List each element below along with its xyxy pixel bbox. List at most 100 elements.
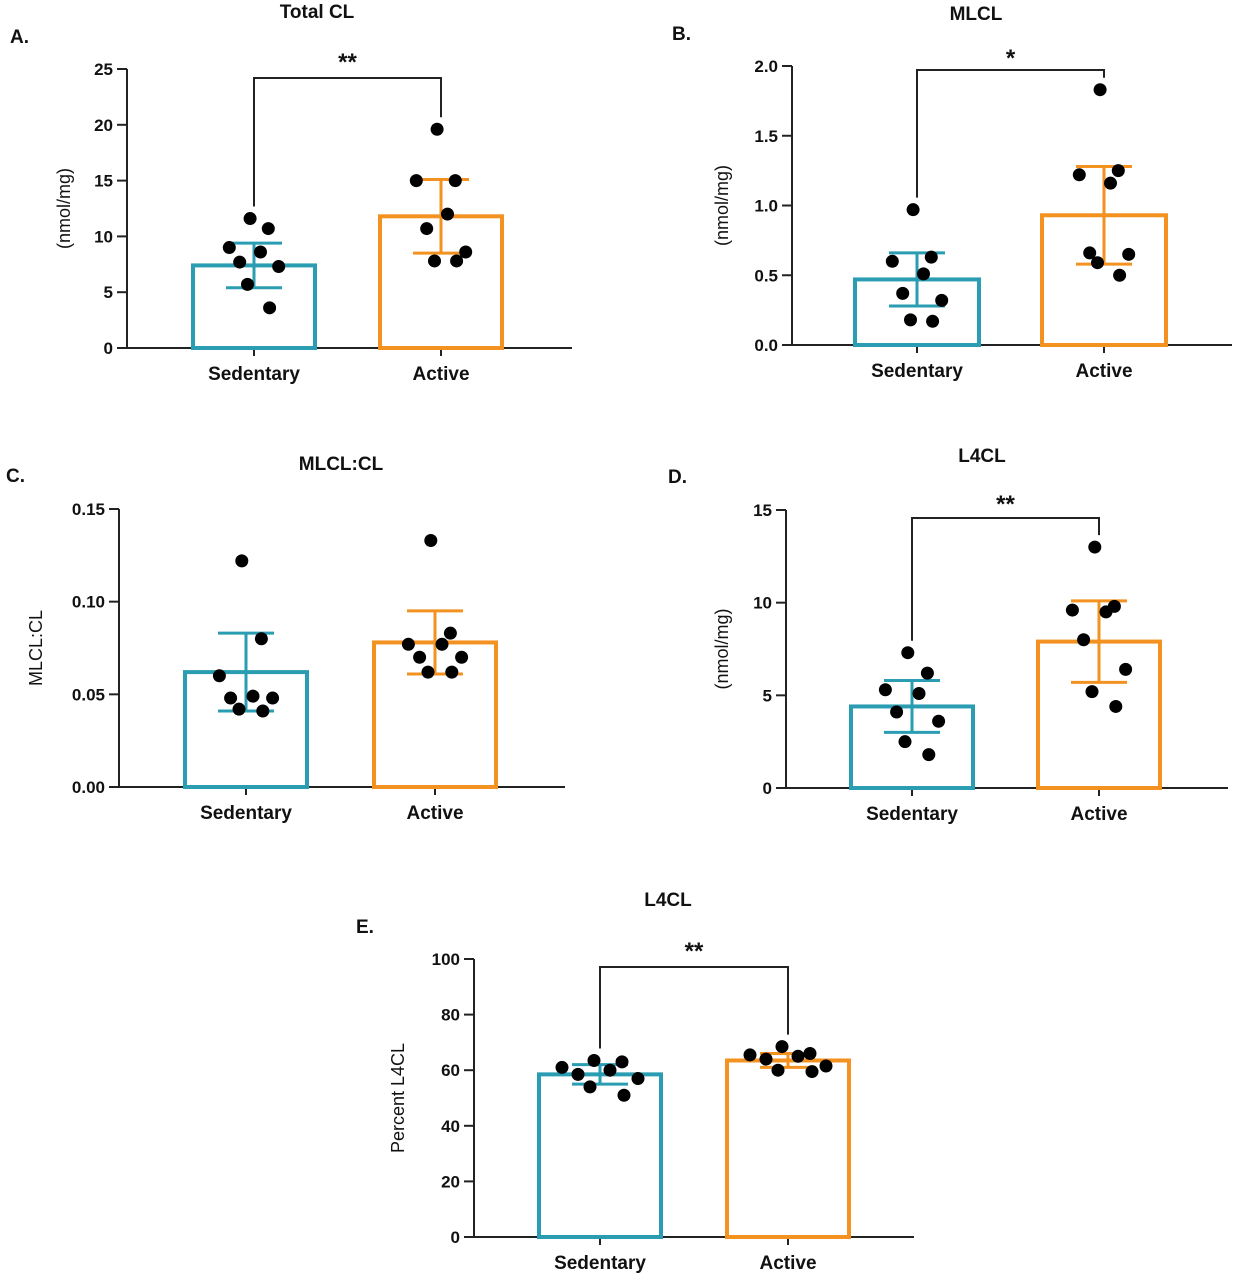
data-point-sedentary [263, 301, 277, 315]
data-point-active [450, 254, 464, 268]
significance-bracket [599, 966, 789, 1049]
x-tick-label: Active [412, 364, 469, 385]
data-point-active [401, 637, 415, 651]
data-point-active [1083, 246, 1097, 260]
x-tick-label: Active [1070, 804, 1127, 825]
data-point-active [1065, 603, 1079, 617]
data-point-sedentary [901, 646, 915, 660]
data-point-active [409, 174, 423, 188]
x-tick-label: Sedentary [208, 364, 300, 385]
data-point-sedentary [926, 314, 940, 328]
x-tick-label: Active [406, 803, 463, 824]
significance-label: ** [685, 938, 704, 965]
y-tick-label: 0 [451, 1228, 460, 1247]
y-tick-label: 0.5 [754, 266, 778, 285]
data-point-sedentary [587, 1053, 601, 1067]
data-point-active [424, 534, 438, 548]
chart-title: L4CL [958, 446, 1006, 467]
data-point-active [1099, 605, 1113, 619]
y-tick-label: 100 [432, 950, 460, 969]
panel-letter: D. [668, 467, 687, 488]
data-point-active [1077, 633, 1091, 647]
data-point-sedentary [603, 1063, 617, 1077]
data-point-active [420, 222, 434, 236]
data-point-sedentary [261, 222, 275, 236]
chart-title: MLCL [950, 4, 1003, 25]
data-point-active [435, 637, 449, 651]
data-point-active [819, 1059, 833, 1073]
data-point-sedentary [224, 691, 238, 705]
data-point-sedentary [254, 632, 268, 646]
data-point-active [455, 650, 469, 664]
y-tick-label: 40 [441, 1117, 460, 1136]
y-tick-label: 0.10 [72, 593, 105, 612]
data-point-active [421, 665, 435, 679]
significance-label: ** [338, 49, 357, 76]
bar-sedentary [537, 1072, 663, 1239]
data-point-active [791, 1049, 805, 1063]
data-point-active [1122, 247, 1136, 261]
data-point-sedentary [885, 254, 899, 268]
significance-label: * [1006, 45, 1016, 72]
data-point-sedentary [233, 255, 247, 269]
data-point-active [805, 1065, 819, 1079]
data-point-sedentary [555, 1060, 569, 1074]
y-tick-label: 80 [441, 1006, 460, 1025]
significance-label: ** [996, 491, 1015, 518]
y-tick-label: 0.0 [754, 336, 778, 355]
data-point-sedentary [583, 1080, 597, 1094]
data-point-active [743, 1048, 757, 1062]
panel-letter: E. [356, 917, 374, 938]
data-point-active [1093, 83, 1107, 97]
x-tick-label: Sedentary [871, 361, 963, 382]
data-point-active [445, 665, 459, 679]
y-tick-label: 20 [94, 116, 113, 135]
y-axis-label: (nmol/mg) [712, 165, 732, 246]
x-tick-label: Sedentary [866, 804, 958, 825]
y-tick-label: 60 [441, 1061, 460, 1080]
data-point-sedentary [922, 748, 936, 762]
data-point-sedentary [243, 212, 257, 226]
data-point-active [771, 1063, 785, 1077]
y-axis-label: (nmol/mg) [54, 168, 74, 249]
data-point-active [428, 254, 441, 268]
panel-letter: A. [10, 27, 29, 48]
data-point-active [413, 650, 427, 664]
data-point-sedentary [241, 277, 254, 291]
y-tick-label: 20 [441, 1172, 460, 1191]
data-point-sedentary [212, 669, 226, 683]
data-point-sedentary [254, 245, 267, 259]
y-tick-label: 5 [104, 283, 113, 302]
panel-e-percent-l4cl: L4CL E. Percent L4CL 0 20 40 60 80 100 Sedentary A… [356, 890, 914, 1274]
x-tick-label: Sedentary [554, 1253, 646, 1274]
data-point-sedentary [615, 1055, 629, 1069]
data-point-sedentary [935, 293, 949, 307]
y-tick-label: 10 [753, 594, 772, 613]
y-tick-label: 0 [763, 779, 772, 798]
y-tick-label: 5 [763, 686, 772, 705]
panel-a-total-cl: Total CL A. (nmol/mg) 0 5 10 15 20 25 Sedentary Ac… [10, 2, 572, 385]
data-point-sedentary [932, 714, 946, 728]
data-point-sedentary [890, 705, 904, 719]
data-point-sedentary [904, 313, 917, 327]
data-point-sedentary [896, 286, 910, 300]
y-tick-label: 0.05 [72, 685, 105, 704]
data-point-active [1085, 685, 1099, 699]
panel-letter: C. [6, 466, 25, 487]
x-tick-label: Active [759, 1253, 816, 1274]
y-tick-label: 15 [94, 172, 113, 191]
x-tick-label: Sedentary [200, 803, 292, 824]
data-point-sedentary [246, 689, 260, 703]
data-point-sedentary [917, 267, 930, 281]
panel-c-mlcl-cl-ratio: MLCL:CL C. MLCL:CL 0.00 0.05 0.10 0.15 Sedentar… [6, 454, 565, 824]
data-point-active [803, 1047, 817, 1061]
data-point-active [448, 174, 462, 188]
data-point-sedentary [256, 704, 270, 718]
data-point-sedentary [266, 691, 280, 705]
y-axis-label: (nmol/mg) [712, 608, 732, 689]
data-point-sedentary [906, 203, 920, 217]
data-point-sedentary [222, 241, 236, 255]
panel-d-l4cl: L4CL D. (nmol/mg) 0 5 10 15 Sedentary Active ** [668, 446, 1228, 825]
